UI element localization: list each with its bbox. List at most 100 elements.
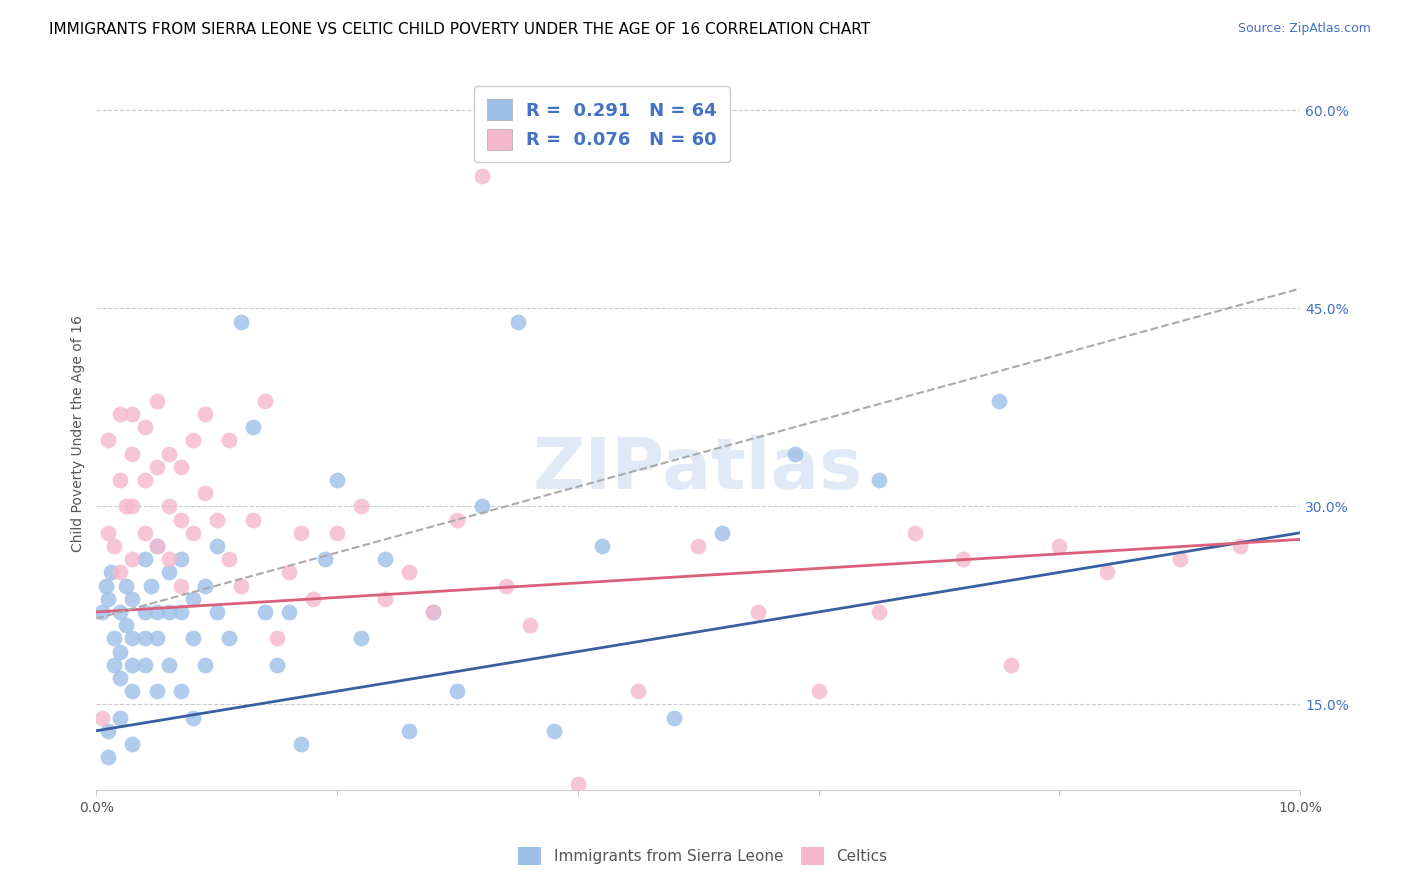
Text: IMMIGRANTS FROM SIERRA LEONE VS CELTIC CHILD POVERTY UNDER THE AGE OF 16 CORRELA: IMMIGRANTS FROM SIERRA LEONE VS CELTIC C…	[49, 22, 870, 37]
Point	[242, 420, 264, 434]
Point	[205, 605, 228, 619]
Point	[134, 605, 156, 619]
Point	[169, 605, 191, 619]
Point	[350, 500, 373, 514]
Point	[398, 723, 420, 738]
Point	[121, 632, 143, 646]
Point	[157, 566, 180, 580]
Text: Source: ZipAtlas.com: Source: ZipAtlas.com	[1237, 22, 1371, 36]
Point	[110, 605, 132, 619]
Point	[145, 393, 167, 408]
Point	[278, 566, 301, 580]
Legend: R =  0.291   N = 64, R =  0.076   N = 60: R = 0.291 N = 64, R = 0.076 N = 60	[474, 87, 730, 162]
Point	[470, 169, 492, 184]
Point	[1097, 566, 1119, 580]
Point	[91, 605, 114, 619]
Point	[253, 605, 276, 619]
Point	[422, 605, 444, 619]
Point	[446, 684, 468, 698]
Point	[145, 539, 167, 553]
Point	[1229, 539, 1251, 553]
Point	[115, 618, 138, 632]
Point	[169, 578, 191, 592]
Point	[446, 512, 468, 526]
Point	[205, 539, 228, 553]
Point	[194, 657, 217, 672]
Point	[374, 552, 396, 566]
Point	[1168, 552, 1191, 566]
Point	[783, 447, 806, 461]
Point	[115, 500, 138, 514]
Point	[134, 473, 156, 487]
Point	[157, 657, 180, 672]
Point	[121, 591, 143, 606]
Point	[103, 657, 125, 672]
Point	[181, 434, 204, 448]
Legend: Immigrants from Sierra Leone, Celtics: Immigrants from Sierra Leone, Celtics	[512, 841, 894, 871]
Point	[121, 552, 143, 566]
Point	[94, 578, 117, 592]
Point	[398, 566, 420, 580]
Point	[218, 632, 240, 646]
Point	[157, 552, 180, 566]
Point	[97, 591, 120, 606]
Point	[121, 737, 143, 751]
Point	[121, 684, 143, 698]
Point	[169, 512, 191, 526]
Point	[290, 525, 312, 540]
Point	[145, 684, 167, 698]
Point	[121, 657, 143, 672]
Point	[97, 750, 120, 764]
Point	[110, 671, 132, 685]
Point	[145, 539, 167, 553]
Point	[218, 552, 240, 566]
Text: ZIPatlas: ZIPatlas	[533, 435, 863, 504]
Point	[374, 591, 396, 606]
Point	[145, 459, 167, 474]
Point	[134, 525, 156, 540]
Point	[567, 776, 589, 790]
Point	[952, 552, 974, 566]
Point	[662, 710, 685, 724]
Point	[266, 632, 288, 646]
Y-axis label: Child Poverty Under the Age of 16: Child Poverty Under the Age of 16	[72, 316, 86, 552]
Point	[747, 605, 769, 619]
Point	[169, 552, 191, 566]
Point	[543, 723, 565, 738]
Point	[253, 393, 276, 408]
Point	[181, 710, 204, 724]
Point	[91, 710, 114, 724]
Point	[470, 500, 492, 514]
Point	[194, 407, 217, 421]
Point	[134, 657, 156, 672]
Point	[868, 605, 890, 619]
Point	[97, 723, 120, 738]
Point	[157, 605, 180, 619]
Point	[169, 459, 191, 474]
Point	[100, 566, 122, 580]
Point	[157, 447, 180, 461]
Point	[121, 407, 143, 421]
Point	[181, 591, 204, 606]
Point	[145, 632, 167, 646]
Point	[145, 605, 167, 619]
Point	[711, 525, 734, 540]
Point	[134, 420, 156, 434]
Point	[103, 632, 125, 646]
Point	[422, 605, 444, 619]
Point	[134, 632, 156, 646]
Point	[97, 525, 120, 540]
Point	[121, 500, 143, 514]
Point	[139, 578, 162, 592]
Point	[519, 618, 541, 632]
Point	[181, 525, 204, 540]
Point	[229, 315, 252, 329]
Point	[326, 473, 349, 487]
Point	[988, 393, 1011, 408]
Point	[1000, 657, 1022, 672]
Point	[110, 644, 132, 658]
Point	[290, 737, 312, 751]
Point	[688, 539, 710, 553]
Point	[157, 500, 180, 514]
Point	[506, 315, 529, 329]
